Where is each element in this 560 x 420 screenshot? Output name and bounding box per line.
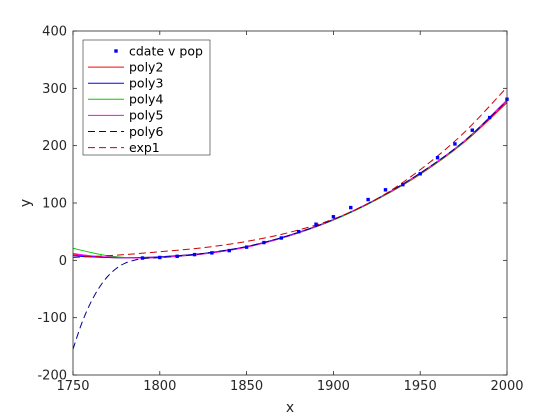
series-line-poly6: [73, 100, 507, 350]
x-tick-label: 1800: [143, 379, 176, 394]
data-point: [331, 215, 336, 219]
data-point: [470, 128, 474, 132]
y-tick-label: 200: [42, 139, 67, 154]
data-point: [487, 115, 492, 120]
x-tick-label: 1750: [56, 379, 89, 394]
y-tick-label: -200: [37, 369, 67, 384]
x-tick-label: 1950: [404, 379, 437, 394]
legend-label: poly4: [129, 92, 163, 107]
data-point: [158, 255, 162, 260]
data-point: [349, 205, 353, 210]
data-point: [453, 142, 457, 146]
data-point: [244, 245, 249, 249]
data-point: [401, 182, 405, 187]
data-point: [175, 254, 179, 259]
x-tick-label: 1850: [230, 379, 263, 394]
legend-label: poly2: [129, 59, 163, 74]
data-point: [210, 251, 214, 255]
legend-label: poly6: [129, 124, 163, 139]
series-layer: [73, 86, 507, 350]
data-point: [262, 240, 266, 245]
legend-marker: [114, 49, 118, 53]
y-axis-label: y: [18, 199, 34, 207]
data-point: [296, 229, 301, 234]
y-tick-label: -100: [37, 311, 67, 326]
data-point: [435, 156, 440, 160]
legend-label: poly5: [129, 108, 163, 123]
ticks-layer: 1750 1800 1850 1900 1950 2000 -200 -100 0 100 200 3…: [37, 25, 523, 395]
x-tick-label: 2000: [490, 379, 523, 394]
y-tick-label: 0: [59, 254, 67, 269]
x-axis-label: x: [286, 400, 294, 416]
y-tick-label: 300: [42, 82, 67, 97]
data-point: [314, 222, 318, 226]
y-tick-label: 400: [42, 25, 67, 40]
data-point: [366, 197, 370, 202]
legend-label: cdate v pop: [129, 43, 203, 58]
legend-label: poly3: [129, 76, 163, 91]
data-point: [383, 188, 388, 192]
x-tick-label: 1900: [317, 379, 350, 394]
legend-label: exp1: [129, 140, 160, 155]
points-layer: [140, 97, 509, 260]
series-line-exp1: [73, 86, 507, 258]
data-point: [140, 256, 145, 260]
y-tick-label: 100: [42, 197, 67, 212]
data-point: [279, 236, 284, 240]
data-point: [227, 248, 231, 253]
data-point: [192, 252, 197, 257]
data-point: [418, 172, 422, 176]
legend-box: [82, 39, 211, 156]
